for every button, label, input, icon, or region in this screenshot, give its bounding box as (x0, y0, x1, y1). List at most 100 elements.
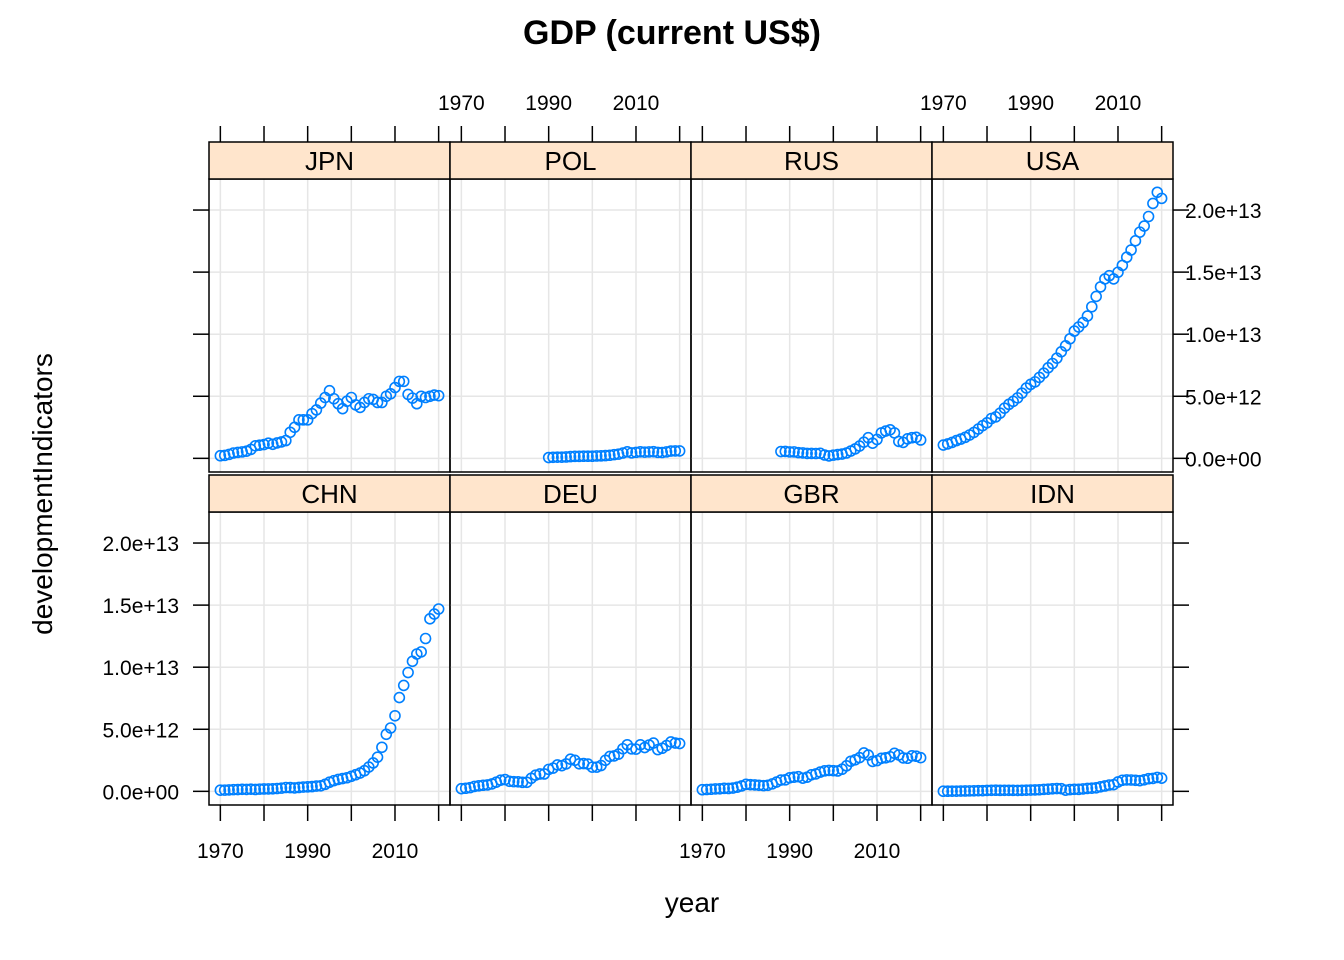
data-point (214, 449, 227, 462)
data-point (534, 768, 546, 780)
data-point (779, 445, 792, 458)
data-point (1147, 772, 1159, 785)
x-axis-label: year (665, 887, 719, 918)
data-point (551, 451, 564, 463)
data-point (665, 445, 677, 457)
panel-jpn: JPN (193, 126, 451, 473)
data-point (564, 753, 577, 765)
data-point (310, 780, 323, 792)
data-point (223, 784, 235, 796)
data-point (301, 781, 314, 793)
data-point (700, 783, 713, 796)
data-point (634, 445, 647, 458)
data-point (397, 679, 410, 692)
data-point (586, 761, 599, 773)
x-tick-label: 1990 (525, 92, 572, 115)
data-point (792, 446, 805, 459)
data-point (1142, 210, 1155, 223)
data-point (669, 445, 682, 457)
data-point (783, 771, 796, 784)
data-point (831, 448, 844, 461)
x-tick-label: 1990 (1007, 92, 1054, 115)
data-point (389, 709, 401, 722)
panel-rus: RUS (690, 126, 933, 473)
panel-pol: POL 1970 1990 2010 (438, 92, 692, 473)
data-point (705, 783, 717, 796)
data-point (232, 783, 244, 796)
data-point (560, 451, 572, 463)
data-point (507, 775, 520, 788)
data-point (1138, 220, 1150, 232)
y-tick-label: 1.5e+13 (103, 595, 180, 618)
data-point (665, 736, 677, 748)
panel-usa: USA 1970 1990 2010 0.0e+00 5.0e+12 1.0e+13 1.5e… (920, 92, 1262, 473)
data-point (972, 784, 985, 797)
y-tick-label: 5.0e+12 (103, 719, 180, 742)
data-point (542, 451, 555, 464)
data-point (753, 779, 765, 792)
data-point (643, 446, 655, 458)
data-point (564, 450, 577, 463)
data-point (1125, 244, 1137, 256)
data-point (788, 446, 800, 458)
strip-label: RUS (784, 146, 839, 176)
data-point (590, 450, 603, 462)
data-point (1134, 774, 1146, 787)
data-point (1099, 780, 1111, 792)
data-point (722, 782, 735, 795)
data-point (232, 446, 244, 459)
data-point (976, 784, 989, 797)
data-point (1033, 783, 1046, 796)
data-point (1138, 773, 1150, 786)
panel-border (449, 178, 692, 473)
data-point (1042, 783, 1054, 795)
data-point (709, 783, 722, 795)
data-point (796, 447, 809, 459)
x-tick-label: 1970 (197, 840, 244, 863)
data-point (783, 446, 796, 458)
data-point (941, 785, 954, 798)
data-point (595, 450, 607, 462)
data-point (950, 785, 963, 797)
data-point (266, 782, 279, 795)
data-point (638, 446, 651, 458)
data-point (1155, 192, 1168, 205)
data-point (914, 434, 927, 446)
strip-label: CHN (301, 479, 357, 509)
data-point (402, 666, 414, 679)
data-point (647, 445, 660, 458)
data-point (901, 433, 914, 445)
chart-title: GDP (current US$) (523, 14, 821, 52)
data-point (218, 784, 231, 796)
data-point (245, 783, 257, 795)
data-point (906, 750, 918, 762)
data-point (397, 375, 410, 388)
data-point (332, 773, 345, 786)
data-point (477, 779, 489, 792)
data-point (473, 780, 485, 792)
panel-deu: DEU (449, 474, 692, 821)
data-point (718, 782, 730, 795)
data-point (547, 451, 559, 464)
data-point (1155, 772, 1168, 785)
y-axis-label: developmentIndicators (27, 353, 58, 635)
panel-border (208, 178, 451, 473)
data-point (827, 449, 840, 461)
x-tick-label: 2010 (372, 840, 419, 863)
data-point (258, 783, 270, 795)
data-point (393, 691, 406, 704)
panel-gbr: GBR 1970 1990 2010 (679, 474, 933, 863)
data-point (625, 447, 638, 459)
data-point (656, 446, 668, 459)
data-point (1046, 783, 1059, 795)
y-tick-label: 1.0e+13 (103, 657, 180, 680)
strip (208, 141, 451, 180)
data-point (586, 450, 599, 463)
panel-idn: IDN (931, 474, 1189, 821)
data-point (603, 449, 616, 462)
data-point (297, 414, 310, 426)
data-point (494, 774, 507, 787)
strip (931, 141, 1174, 180)
data-point (599, 449, 612, 462)
